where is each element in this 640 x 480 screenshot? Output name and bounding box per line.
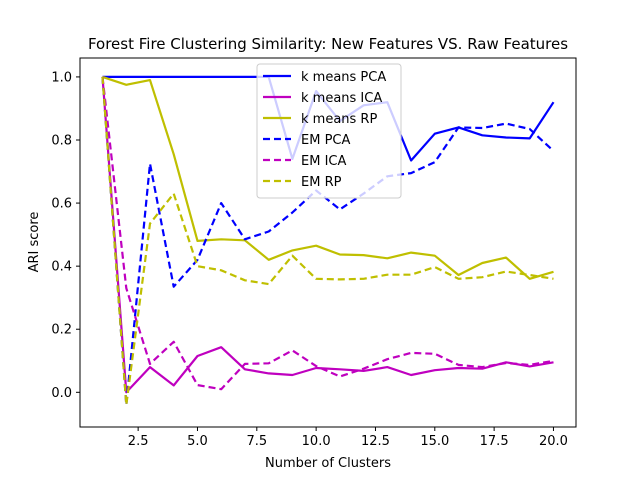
legend-label-2: k means RP <box>301 112 377 127</box>
y-tick-label: 0.4 <box>51 260 72 275</box>
y-tick-label: 0.6 <box>51 197 72 212</box>
y-tick-label: 0.2 <box>51 323 72 338</box>
series-line-1 <box>101 76 554 394</box>
y-tick-label: 1.0 <box>51 70 72 85</box>
legend-label-4: EM ICA <box>301 154 346 169</box>
series-line-3 <box>101 76 555 406</box>
x-tick-label: 7.5 <box>246 434 267 449</box>
legend-label-1: k means ICA <box>301 91 382 106</box>
legend-label-0: k means PCA <box>301 70 386 85</box>
x-tick-label: 2.5 <box>128 434 149 449</box>
axes-frame <box>79 57 577 428</box>
plot-area <box>101 75 555 406</box>
legend-box <box>256 63 402 199</box>
series-line-2 <box>102 75 554 280</box>
x-tick-label: 12.5 <box>361 434 390 449</box>
y-axis-label: ARI score <box>27 212 42 273</box>
legend-label-3: EM PCA <box>301 133 350 148</box>
legend: k means PCA k means ICA k means RP EM PCA EM… <box>256 63 402 199</box>
y-tick-label: 0.0 <box>51 386 72 401</box>
series-line-5 <box>101 76 554 406</box>
series-line-4 <box>101 76 554 391</box>
x-axis-label: Number of Clusters <box>265 456 391 471</box>
y-tick-label: 0.8 <box>51 134 72 149</box>
x-tick-label: 5.0 <box>187 434 208 449</box>
x-tick-label: 10.0 <box>302 434 331 449</box>
legend-label-5: EM RP <box>301 175 342 190</box>
chart-title: Forest Fire Clustering Similarity: New F… <box>88 35 568 53</box>
tick-layer: 2.5 5.0 7.5 10.0 12.5 15.0 17.5 20.0 0.0 0.2 0.4 0.… <box>51 70 568 449</box>
x-tick-label: 15.0 <box>420 434 449 449</box>
x-tick-label: 20.0 <box>539 434 568 449</box>
x-tick-label: 17.5 <box>480 434 509 449</box>
